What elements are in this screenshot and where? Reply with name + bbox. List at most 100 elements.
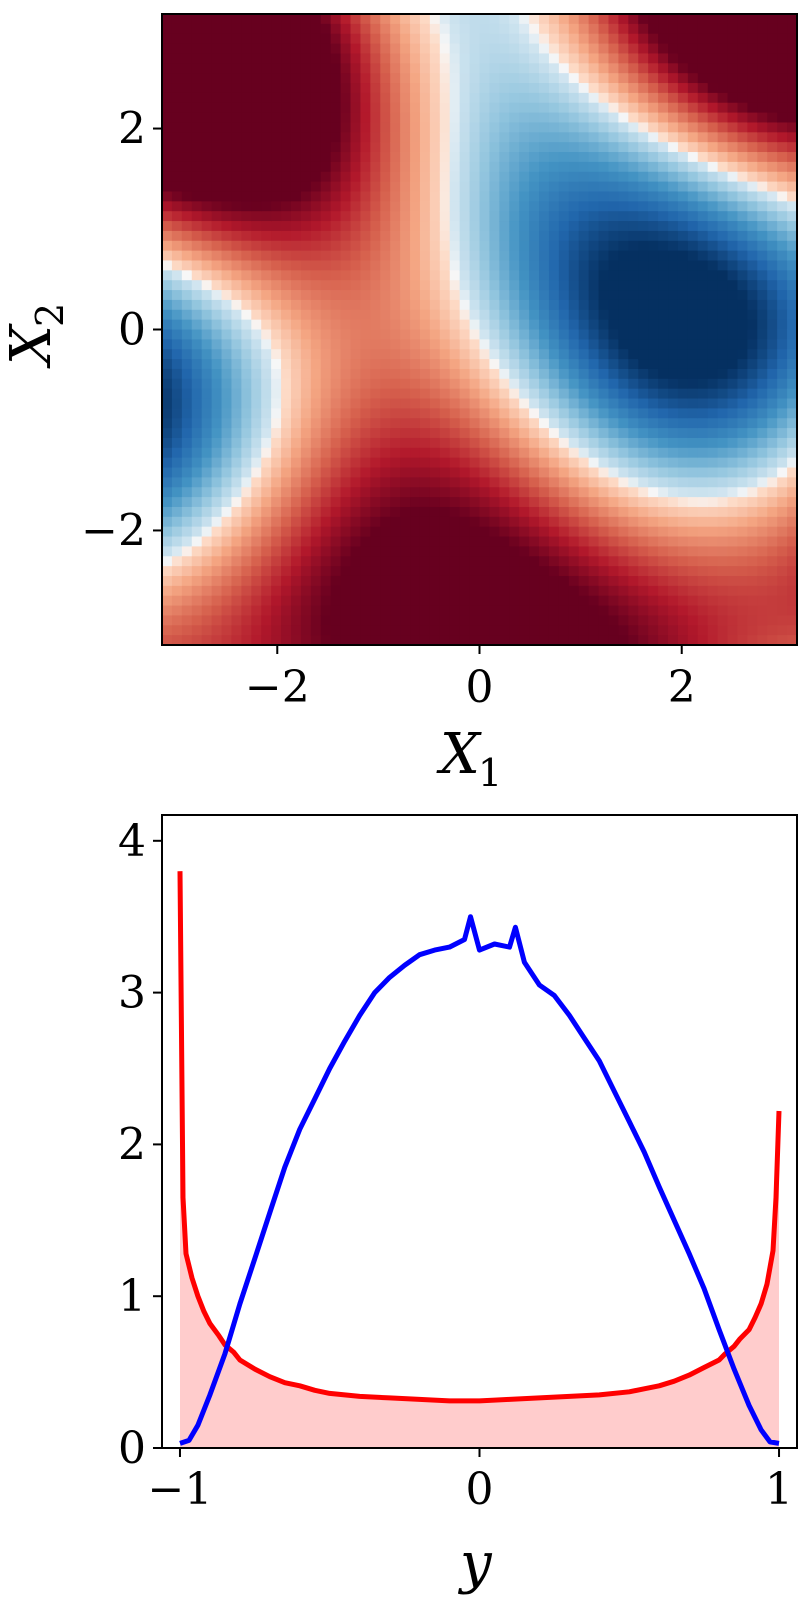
heatmap-cell (618, 566, 629, 577)
heatmap-cell (171, 625, 183, 636)
heatmap-cell (608, 171, 619, 183)
heatmap-cell (777, 585, 788, 597)
heatmap-cell (410, 388, 421, 400)
heatmap-cell (439, 92, 451, 104)
heatmap-cell (390, 250, 401, 262)
heatmap-cell (558, 290, 570, 301)
heatmap-cell (618, 260, 629, 271)
heatmap-cell (757, 240, 768, 252)
heatmap-cell (281, 33, 292, 45)
heatmap-cell (350, 211, 362, 222)
heatmap-cell (707, 536, 719, 548)
heatmap-cell (350, 230, 362, 242)
heatmap-cell (241, 487, 252, 498)
heatmap-cell (777, 260, 788, 271)
heatmap-cell (162, 437, 173, 449)
heatmap-cell (162, 280, 173, 291)
heatmap-cell (281, 428, 292, 439)
heatmap-cell (360, 477, 371, 488)
heatmap-cell (370, 497, 381, 508)
heatmap-cell (449, 191, 461, 202)
heatmap-cell (281, 299, 292, 311)
heatmap-cell (390, 526, 401, 538)
heatmap-cell (400, 102, 411, 114)
heatmap-cell (261, 240, 272, 252)
heatmap-cell (697, 240, 709, 252)
heatmap-cell (668, 221, 679, 232)
heatmap-cell (707, 487, 719, 498)
heatmap-cell (281, 536, 292, 548)
heatmap-cell (330, 73, 342, 84)
heatmap-cell (191, 546, 203, 557)
heatmap-cell (469, 566, 481, 577)
heatmap-cell (350, 467, 362, 478)
heatmap-cell (370, 142, 381, 153)
heatmap-cell (380, 339, 391, 350)
heatmap-cell (558, 14, 570, 25)
heatmap-cell (737, 467, 748, 478)
heatmap-cell (578, 339, 590, 350)
heatmap-cell (449, 516, 461, 528)
heatmap-cell (241, 33, 252, 45)
heatmap-cell (449, 102, 461, 114)
heatmap-cell (737, 546, 748, 557)
heatmap-cell (449, 418, 461, 429)
heatmap-cell (727, 388, 739, 400)
heatmap-cell (181, 605, 193, 617)
heatmap-cell (380, 171, 391, 183)
heatmap-cell (201, 290, 213, 301)
heatmap-cell (519, 447, 530, 459)
heatmap-cell (350, 250, 362, 262)
heatmap-cell (747, 437, 758, 449)
heatmap-cell (201, 112, 213, 124)
heatmap-cell (410, 290, 421, 301)
heatmap-cell (350, 339, 362, 350)
heatmap-cell (737, 181, 748, 193)
heatmap-cell (717, 398, 729, 409)
heatmap-cell (221, 319, 233, 331)
heatmap-cell (568, 487, 580, 498)
heatmap-cell (191, 43, 203, 55)
heatmap-cell (419, 132, 431, 143)
heatmap-cell (747, 585, 758, 597)
heatmap-cell (479, 171, 491, 183)
heatmap-cell (717, 477, 729, 488)
heatmap-cell (668, 73, 679, 84)
heatmap-cell (707, 319, 719, 331)
heatmap-cell (281, 556, 292, 567)
heatmap-cell (380, 635, 391, 646)
heatmap-cell (558, 516, 570, 528)
heatmap-cell (479, 388, 491, 400)
heatmap-cell (638, 605, 649, 617)
heatmap-cell (608, 329, 619, 340)
heatmap-cell (370, 575, 381, 587)
heatmap-cell (400, 477, 411, 488)
heatmap-cell (162, 506, 173, 518)
heatmap-cell (410, 497, 421, 508)
heatmap-cell (539, 467, 550, 478)
heatmap-cell (320, 378, 332, 390)
heatmap-cell (390, 112, 401, 124)
heatmap-cell (211, 368, 223, 380)
heatmap-cell (251, 477, 262, 488)
heatmap-cell (191, 506, 203, 518)
heatmap-cell (568, 418, 580, 429)
heatmap-cell (757, 349, 768, 360)
heatmap-cell (588, 83, 600, 94)
heatmap-cell (320, 92, 332, 104)
heatmap-cell (221, 309, 233, 321)
heatmap-cell (300, 506, 312, 518)
heatmap-cell (717, 329, 729, 340)
heatmap-cell (330, 211, 342, 222)
heatmap-cell (668, 211, 679, 222)
heatmap-cell (320, 408, 332, 419)
heatmap-cell (221, 506, 233, 518)
heatmap-cell (519, 418, 530, 429)
heatmap-cell (449, 73, 461, 84)
heatmap-cell (439, 546, 451, 557)
heatmap-cell (181, 201, 193, 212)
heatmap-cell (241, 270, 252, 281)
heatmap-cell (737, 428, 748, 439)
heatmap-cell (419, 329, 431, 340)
heatmap-cell (350, 102, 362, 114)
